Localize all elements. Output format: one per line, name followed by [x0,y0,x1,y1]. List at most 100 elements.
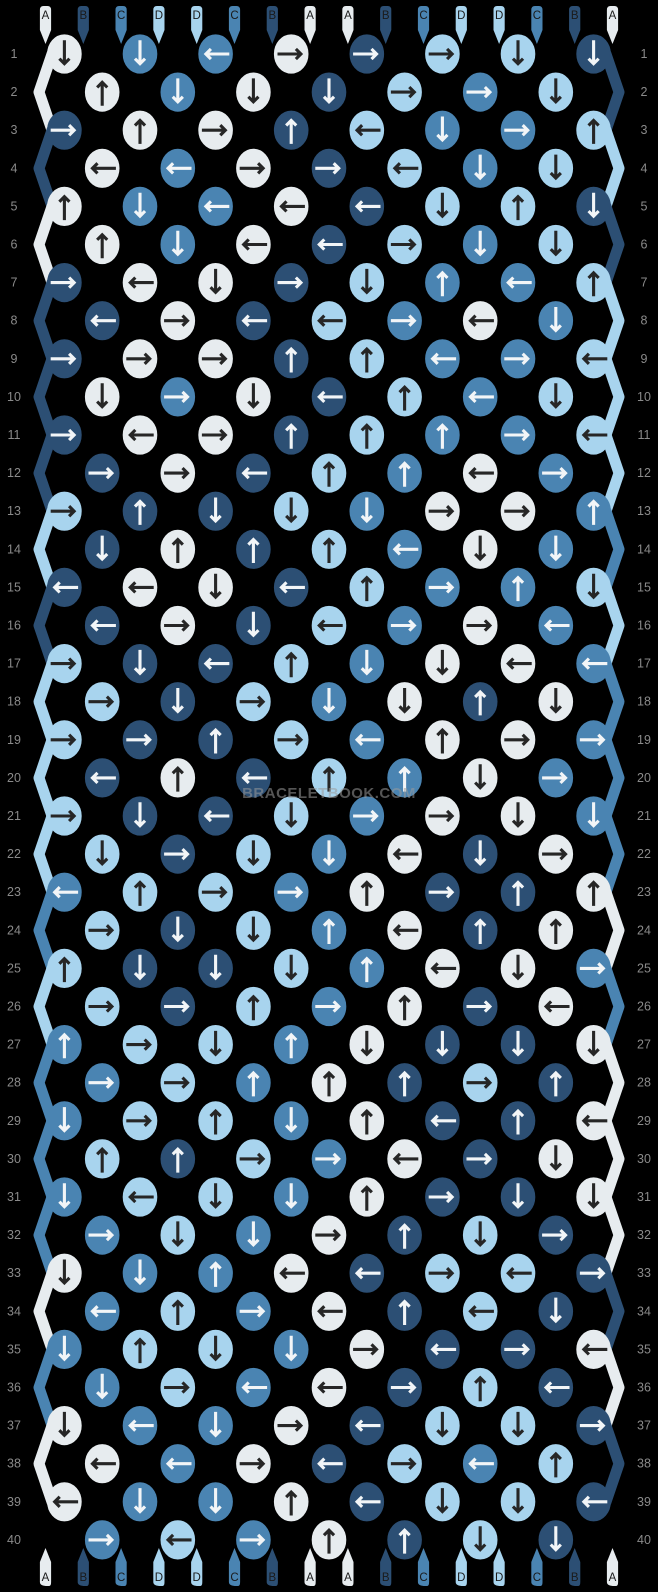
svg-text:13: 13 [637,504,651,518]
svg-text:C: C [533,10,541,22]
svg-text:5: 5 [641,199,648,213]
svg-text:B: B [571,1572,579,1584]
svg-text:18: 18 [637,695,651,709]
svg-text:29: 29 [7,1114,21,1128]
svg-text:C: C [117,1572,125,1584]
svg-text:3: 3 [641,123,648,137]
svg-text:11: 11 [8,428,21,442]
svg-text:A: A [609,1572,617,1584]
svg-text:B: B [268,1572,276,1584]
svg-text:C: C [419,10,427,22]
svg-text:28: 28 [7,1076,21,1090]
svg-text:7: 7 [641,276,648,290]
svg-text:4: 4 [11,161,18,175]
svg-text:6: 6 [641,238,648,252]
svg-text:31: 31 [637,1190,651,1204]
svg-text:18: 18 [7,695,21,709]
svg-text:A: A [609,10,617,22]
svg-text:A: A [306,1572,314,1584]
svg-text:34: 34 [637,1304,651,1318]
svg-text:C: C [533,1572,541,1584]
svg-text:23: 23 [7,885,21,899]
svg-text:A: A [344,10,352,22]
svg-text:25: 25 [637,961,651,975]
svg-text:D: D [457,1572,465,1584]
svg-text:19: 19 [7,733,21,747]
svg-text:28: 28 [637,1076,651,1090]
svg-text:B: B [571,10,579,22]
svg-text:D: D [495,1572,503,1584]
svg-text:24: 24 [637,923,651,937]
svg-text:B: B [79,10,87,22]
svg-text:D: D [193,10,201,22]
svg-text:B: B [382,10,390,22]
svg-text:30: 30 [637,1152,651,1166]
svg-text:32: 32 [7,1228,21,1242]
svg-text:15: 15 [637,580,651,594]
svg-text:21: 21 [7,809,21,823]
svg-text:19: 19 [637,733,651,747]
svg-text:B: B [79,1572,87,1584]
svg-text:38: 38 [7,1457,21,1471]
svg-text:38: 38 [637,1457,651,1471]
svg-text:3: 3 [11,123,18,137]
svg-text:23: 23 [637,885,651,899]
svg-text:36: 36 [7,1381,21,1395]
svg-text:14: 14 [7,542,21,556]
svg-text:34: 34 [7,1304,21,1318]
svg-text:22: 22 [7,847,21,861]
svg-text:2: 2 [641,85,648,99]
svg-text:16: 16 [637,619,651,633]
svg-text:1: 1 [11,47,18,61]
svg-text:35: 35 [7,1342,21,1356]
svg-text:12: 12 [7,466,21,480]
svg-text:4: 4 [641,161,648,175]
svg-text:40: 40 [7,1533,21,1547]
svg-text:22: 22 [637,847,651,861]
svg-text:27: 27 [7,1038,21,1052]
svg-text:20: 20 [637,771,651,785]
svg-text:5: 5 [11,199,18,213]
svg-text:21: 21 [637,809,651,823]
svg-text:32: 32 [637,1228,651,1242]
svg-text:B: B [382,1572,390,1584]
svg-text:B: B [268,10,276,22]
svg-text:39: 39 [7,1495,21,1509]
svg-text:11: 11 [638,428,651,442]
svg-text:27: 27 [637,1038,651,1052]
svg-text:24: 24 [7,923,21,937]
svg-text:26: 26 [637,1000,651,1014]
svg-text:37: 37 [637,1419,651,1433]
svg-text:A: A [306,10,314,22]
svg-text:C: C [230,10,238,22]
svg-text:A: A [42,1572,50,1584]
svg-text:C: C [419,1572,427,1584]
svg-text:35: 35 [637,1342,651,1356]
svg-text:C: C [117,10,125,22]
svg-text:D: D [495,10,503,22]
svg-text:10: 10 [7,390,21,404]
svg-text:29: 29 [637,1114,651,1128]
svg-text:20: 20 [7,771,21,785]
svg-text:13: 13 [7,504,21,518]
svg-text:31: 31 [7,1190,21,1204]
svg-text:D: D [155,1572,163,1584]
svg-text:6: 6 [11,238,18,252]
svg-text:33: 33 [637,1266,651,1280]
svg-text:10: 10 [637,390,651,404]
svg-text:D: D [193,1572,201,1584]
svg-text:26: 26 [7,1000,21,1014]
svg-text:39: 39 [637,1495,651,1509]
svg-text:7: 7 [11,276,18,290]
svg-text:A: A [42,10,50,22]
svg-text:12: 12 [637,466,651,480]
svg-text:16: 16 [7,619,21,633]
svg-text:17: 17 [7,657,21,671]
svg-text:17: 17 [637,657,651,671]
svg-text:1: 1 [641,47,648,61]
svg-text:D: D [155,10,163,22]
svg-text:9: 9 [641,352,648,366]
svg-text:15: 15 [7,580,21,594]
svg-text:2: 2 [11,85,18,99]
svg-text:14: 14 [637,542,651,556]
